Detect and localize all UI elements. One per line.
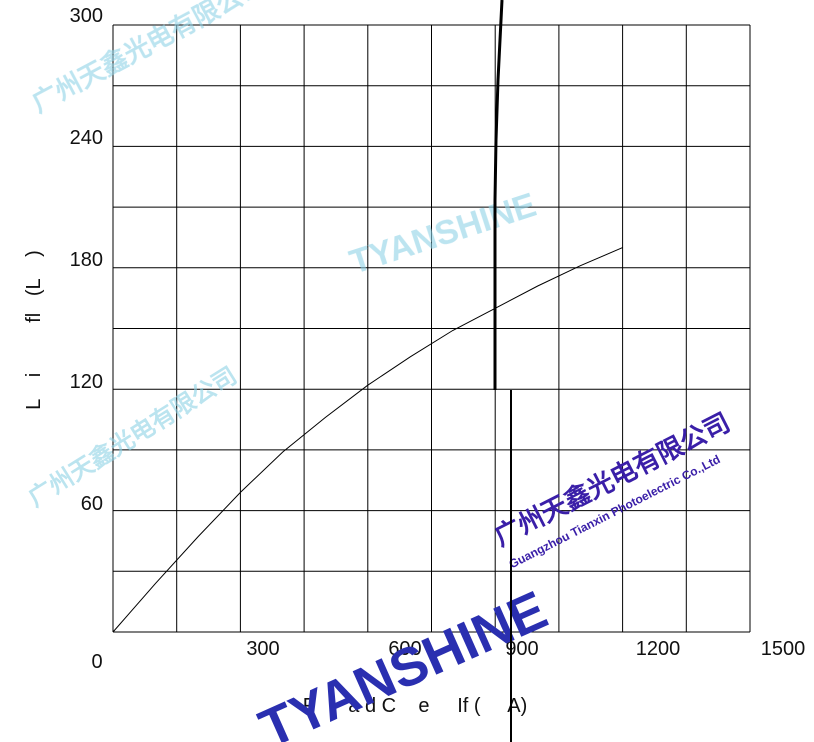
y-tick-label: 180 (70, 249, 103, 271)
y-tick-label: 300 (70, 5, 103, 27)
x-tick-label: 300 (246, 638, 279, 660)
chart-grid (112, 24, 751, 633)
chart-series (112, 247, 623, 633)
x-tick-label: 1200 (636, 638, 681, 660)
svg-text:广州天鑫光电有限公司: 广州天鑫光电有限公司 (27, 0, 271, 118)
marker-lines (493, 0, 512, 742)
x-tick-label: 600 (388, 638, 421, 660)
y-tick-label: 120 (70, 371, 103, 393)
x-tick-label: 0 (91, 651, 102, 673)
y-axis-label: L i fl (L ) (23, 250, 45, 410)
x-tick-label: 1500 (761, 638, 806, 660)
x-axis-ticks: 0 300 600 900 1200 1500 (91, 638, 805, 673)
y-tick-label: 60 (81, 493, 103, 515)
series-line (112, 247, 623, 633)
watermark-main: TYANSHINE 广州天鑫光电有限公司 Guangzhou Tianxin P… (251, 407, 735, 742)
x-axis-label: F a d C e If ( A) (303, 695, 528, 717)
x-tick-label: 900 (505, 638, 538, 660)
y-tick-label: 240 (70, 127, 103, 149)
watermark-faint-top: TYANSHINE 广州天鑫光电有限公司 (27, 0, 541, 282)
svg-text:广州天鑫光电有限公司: 广州天鑫光电有限公司 (489, 407, 734, 552)
svg-text:广州天鑫光电有限公司: 广州天鑫光电有限公司 (23, 361, 241, 512)
marker-line-upper (493, 0, 504, 390)
y-axis-ticks: 60 120 180 240 300 (70, 5, 103, 515)
watermark-faint-left: 广州天鑫光电有限公司 (23, 361, 241, 512)
